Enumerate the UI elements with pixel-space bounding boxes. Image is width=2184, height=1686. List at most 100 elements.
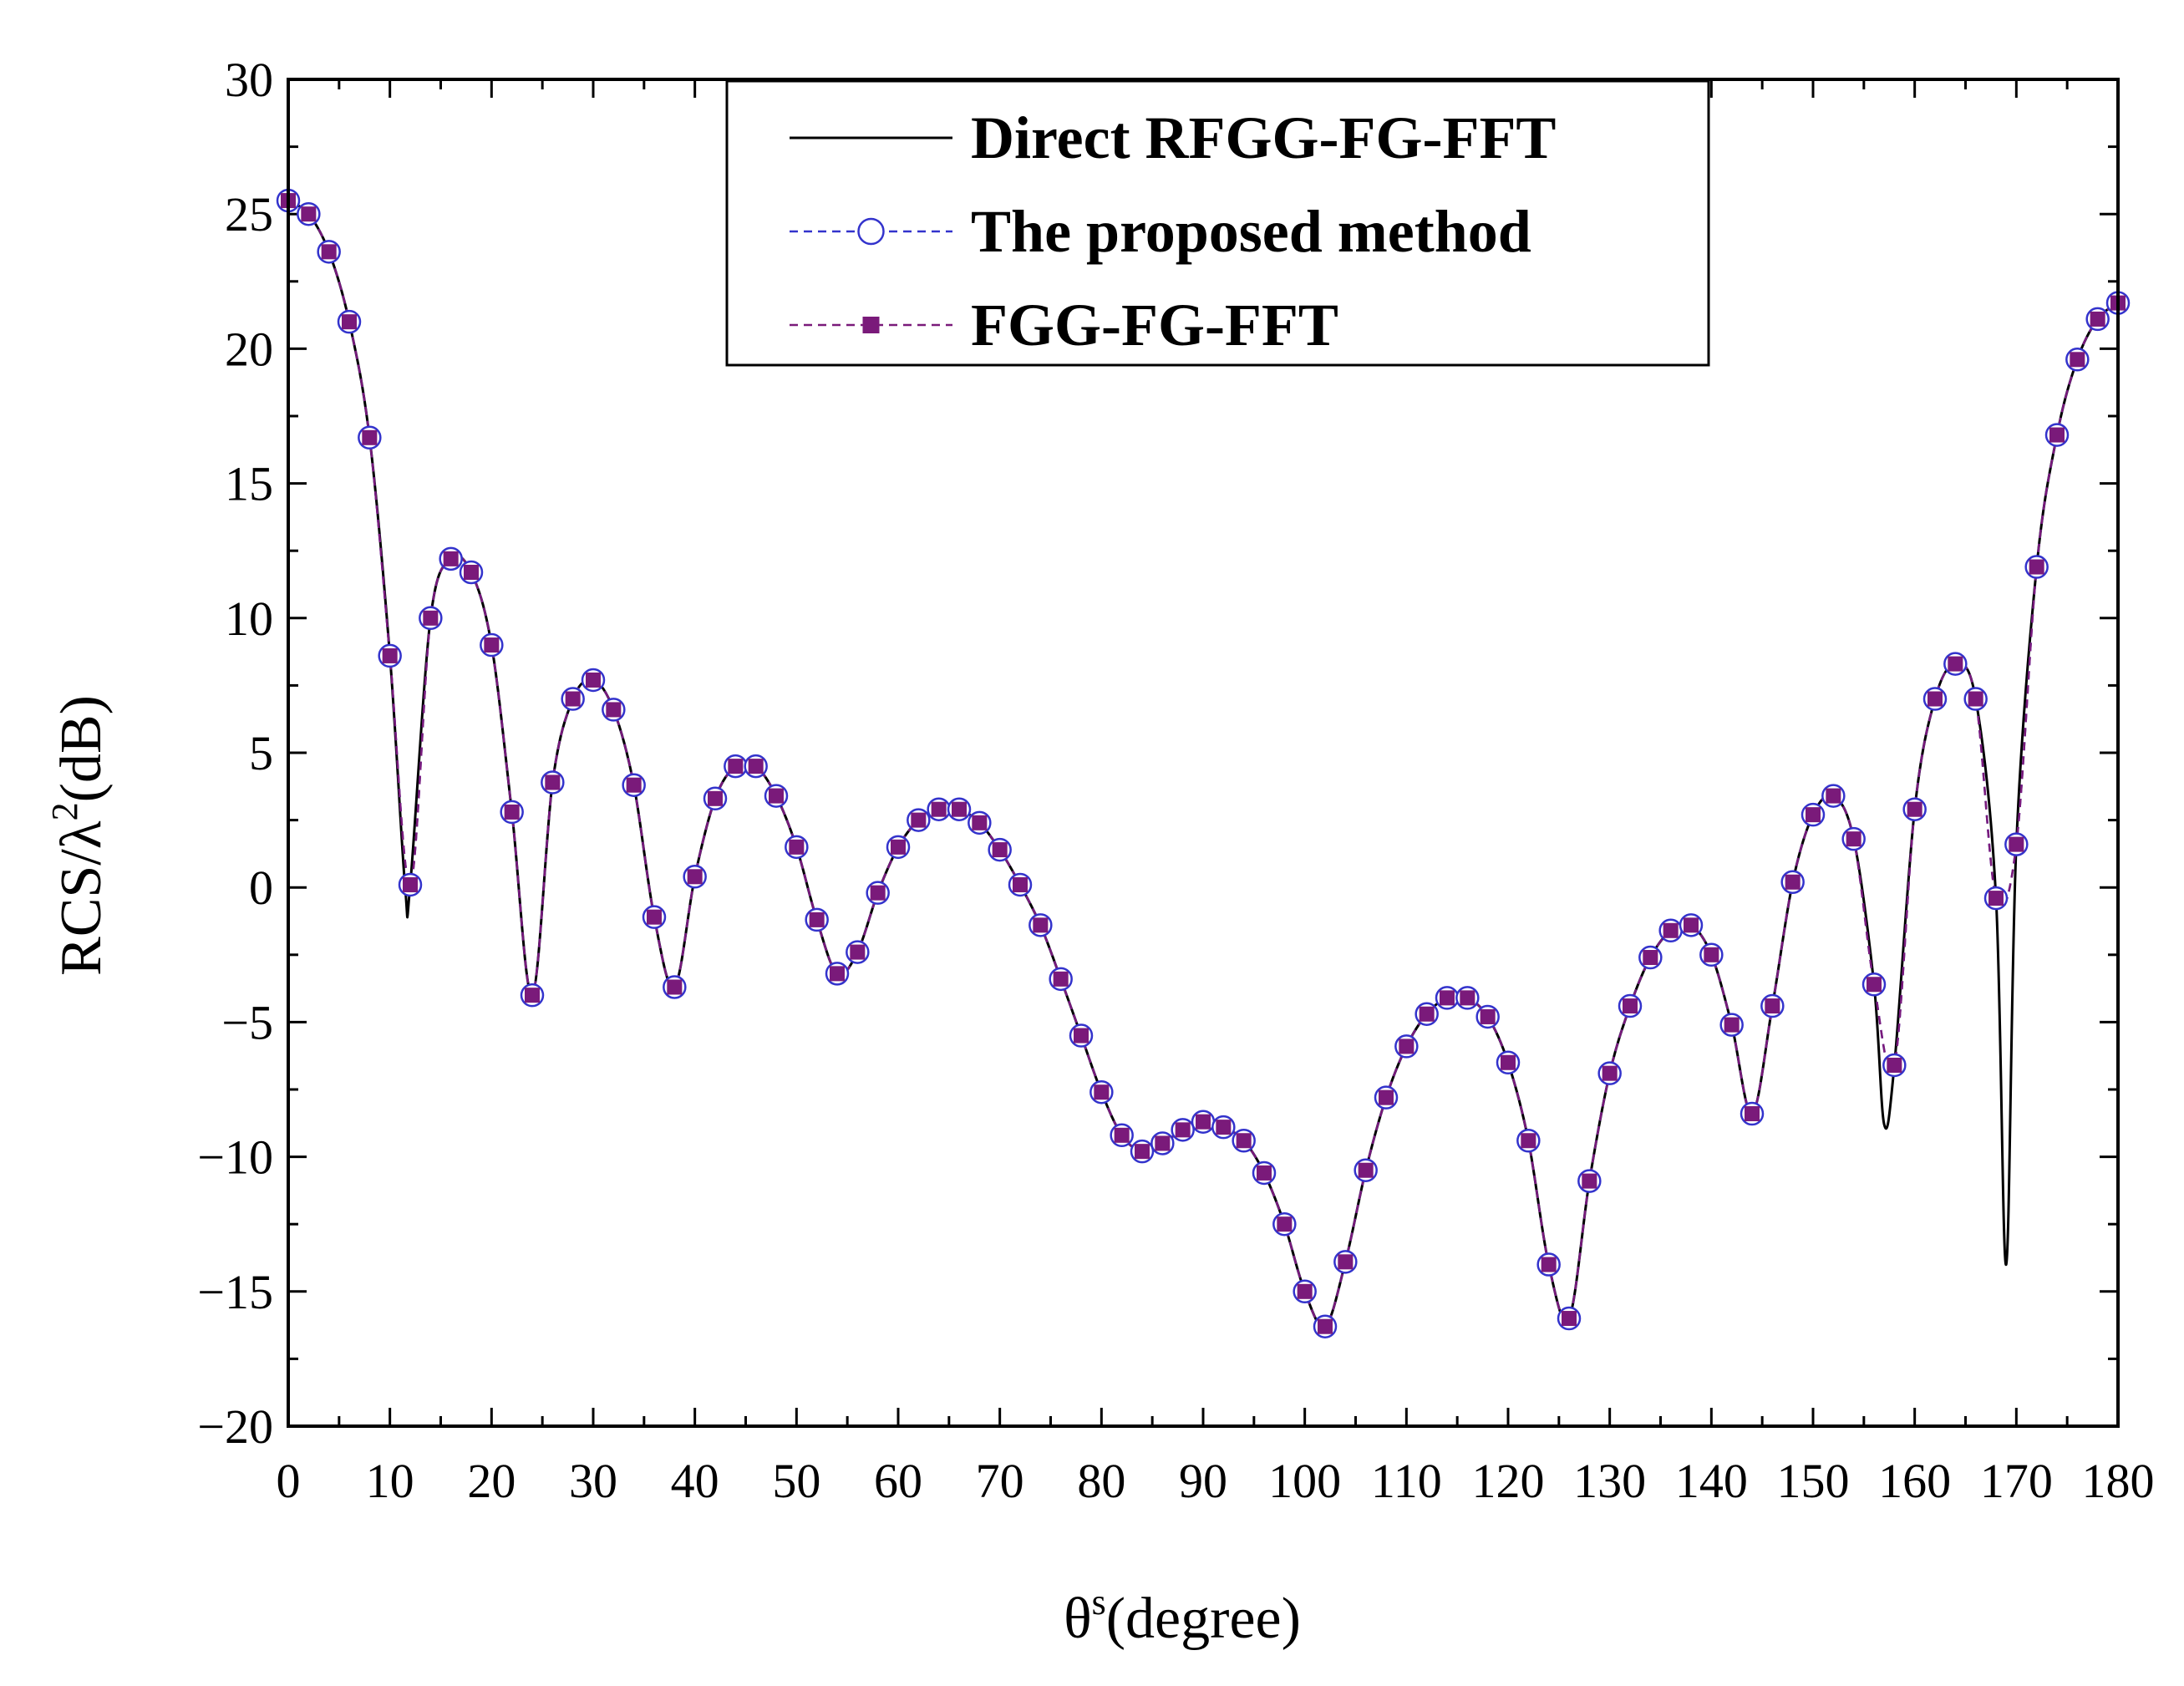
- fgg-marker: [1419, 1006, 1435, 1022]
- x-tick-label: 20: [467, 1454, 516, 1508]
- fgg-marker: [1216, 1120, 1232, 1135]
- fgg-marker: [484, 637, 500, 653]
- fgg-marker: [1033, 917, 1049, 933]
- fgg-marker: [1338, 1254, 1354, 1270]
- fgg-marker: [911, 812, 927, 828]
- fgg-marker: [850, 944, 866, 960]
- fgg-marker: [708, 790, 723, 806]
- series-layer: [276, 188, 2131, 1338]
- fgg-marker: [1521, 1133, 1536, 1149]
- fgg-marker: [626, 777, 642, 793]
- x-tick-label: 30: [569, 1454, 617, 1508]
- fgg-marker: [1968, 691, 1983, 707]
- fgg-marker: [972, 815, 988, 830]
- fgg-marker: [891, 839, 906, 855]
- fgg-marker: [423, 610, 439, 626]
- legend-box: [725, 79, 1710, 367]
- fgg-marker: [342, 314, 357, 330]
- fgg-marker: [525, 988, 540, 1003]
- fgg-marker: [1684, 917, 1699, 933]
- fgg-marker: [1358, 1162, 1374, 1178]
- fgg-marker: [1114, 1127, 1130, 1143]
- x-tick-label: 160: [1878, 1454, 1951, 1508]
- fgg-marker: [1806, 807, 1821, 823]
- fgg-marker: [1907, 801, 1922, 817]
- fgg-marker: [1074, 1028, 1089, 1044]
- fgg-marker: [1013, 876, 1028, 892]
- legend-label-0: Direct RFGG-FG-FFT: [971, 104, 1556, 171]
- fgg-marker: [1745, 1106, 1760, 1122]
- fgg-marker: [545, 774, 561, 790]
- fgg-marker: [1318, 1318, 1333, 1334]
- legend-label-1: The proposed method: [971, 198, 1531, 265]
- fgg-marker: [1277, 1216, 1293, 1232]
- y-tick-label: 30: [225, 53, 273, 107]
- fgg-marker: [1257, 1165, 1272, 1181]
- fgg-marker: [687, 869, 703, 885]
- fgg-marker: [1196, 1114, 1211, 1130]
- fgg-marker: [1541, 1257, 1557, 1272]
- fgg-marker: [1887, 1057, 1902, 1073]
- x-tick-label: 120: [1472, 1454, 1545, 1508]
- x-tick-label: 90: [1179, 1454, 1227, 1508]
- fgg-marker: [1155, 1135, 1171, 1151]
- fgg-marker: [1440, 990, 1455, 1006]
- x-tick-label: 40: [671, 1454, 719, 1508]
- legend-marker-circle: [857, 217, 885, 246]
- fgg-marker: [870, 885, 886, 901]
- y-tick-label: −10: [197, 1130, 273, 1185]
- x-tick-label: 50: [772, 1454, 820, 1508]
- fgg-marker: [1135, 1144, 1150, 1160]
- fgg-marker: [443, 551, 459, 566]
- fgg-marker: [1460, 990, 1475, 1006]
- fgg-marker: [504, 804, 520, 820]
- x-tick-label: 140: [1675, 1454, 1748, 1508]
- fgg-marker: [1297, 1283, 1313, 1299]
- fgg-marker: [362, 429, 378, 445]
- x-tick-label: 100: [1268, 1454, 1341, 1508]
- fgg-marker: [728, 759, 744, 774]
- tick-labels: 0 10 20 30 40 50 60 70 80 90 100 110 120 130 140 150 160…: [197, 53, 2154, 1508]
- fgg-marker: [1765, 998, 1780, 1014]
- x-tick-label: 70: [976, 1454, 1024, 1508]
- fgg-marker: [382, 647, 398, 663]
- fgg-marker: [2090, 311, 2105, 327]
- fgg-marker: [1562, 1311, 1577, 1327]
- fgg-marker: [789, 839, 805, 855]
- y-tick-label: 25: [225, 187, 273, 241]
- fgg-marker: [1704, 947, 1719, 962]
- fgg-marker: [464, 564, 479, 580]
- y-tick-label: 20: [225, 322, 273, 376]
- x-tick-label: 110: [1371, 1454, 1442, 1508]
- fgg-marker: [1928, 691, 1943, 707]
- fgg-marker: [606, 702, 622, 718]
- fgg-marker: [1643, 950, 1658, 966]
- x-tick-label: 0: [277, 1454, 301, 1508]
- fgg-marker: [2049, 427, 2065, 443]
- fgg-marker: [2029, 559, 2044, 575]
- fgg-marker: [2070, 352, 2085, 368]
- y-axis-title: RCS/λ2(dB): [44, 695, 114, 976]
- fgg-marker: [1582, 1173, 1597, 1189]
- fgg-marker: [1826, 788, 1841, 804]
- x-tick-label: 170: [1980, 1454, 2053, 1508]
- y-tick-label: −5: [221, 995, 273, 1049]
- fgg-marker: [1175, 1122, 1191, 1138]
- legend-label-2: FGG-FG-FFT: [971, 292, 1338, 358]
- y-tick-label: 15: [225, 457, 273, 511]
- fgg-marker: [1094, 1084, 1110, 1100]
- fgg-marker: [1867, 977, 1882, 993]
- fgg-marker: [992, 842, 1008, 858]
- fgg-marker: [830, 966, 845, 982]
- fgg-marker: [1501, 1054, 1516, 1070]
- x-tick-label: 80: [1077, 1454, 1125, 1508]
- legend-marker-square: [862, 317, 880, 333]
- fgg-marker: [1948, 656, 1963, 672]
- plot-frame: [287, 78, 2120, 1428]
- y-tick-label: −20: [197, 1399, 273, 1454]
- fgg-marker: [1379, 1089, 1394, 1105]
- fgg-marker: [769, 788, 784, 804]
- y-tick-label: 0: [249, 861, 273, 915]
- fgg-marker: [809, 912, 825, 927]
